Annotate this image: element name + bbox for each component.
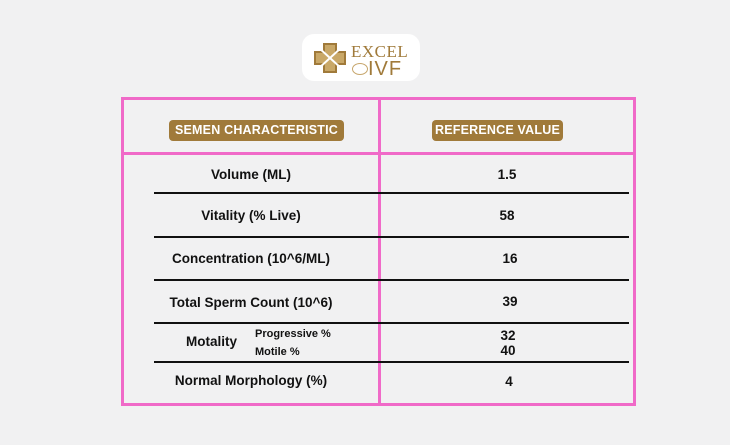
row-label-motality: Motality [186,334,238,349]
header-reference-value: REFERENCE VALUE [432,120,563,141]
row-divider [154,361,629,363]
row-label-total-sperm-count: Total Sperm Count (10^6) [169,295,333,310]
row-value-volume: 1.5 [497,167,517,182]
row-divider [154,279,629,281]
sub-label-progressive: Progressive % [255,328,331,340]
column-divider [378,100,381,403]
semen-reference-table: SEMEN CHARACTERISTIC REFERENCE VALUE Vol… [121,97,636,406]
header-semen-characteristic: SEMEN CHARACTERISTIC [169,120,344,141]
row-label-concentration: Concentration (10^6/ML) [172,251,330,266]
logo-swirl-icon [352,63,368,75]
row-label-volume: Volume (ML) [211,167,291,182]
excel-ivf-logo: EXCEL IVF [302,34,420,81]
logo-text-excel: EXCEL [351,42,409,61]
logo-text-ivf: IVF [368,58,403,80]
row-value-normal-morphology: 4 [505,374,513,389]
sub-value-motile: 40 [500,343,516,358]
cross-emblem-icon [314,43,346,73]
row-divider [154,236,629,238]
row-value-vitality: 58 [499,208,515,223]
row-value-total-sperm-count: 39 [502,294,518,309]
header-divider [124,152,633,155]
sub-label-motile: Motile % [255,346,300,358]
row-label-normal-morphology: Normal Morphology (%) [174,373,328,388]
row-divider [154,322,629,324]
sub-value-progressive: 32 [500,328,516,343]
row-label-vitality: Vitality (% Live) [201,208,301,223]
row-divider [154,192,629,194]
row-value-concentration: 16 [502,251,518,266]
